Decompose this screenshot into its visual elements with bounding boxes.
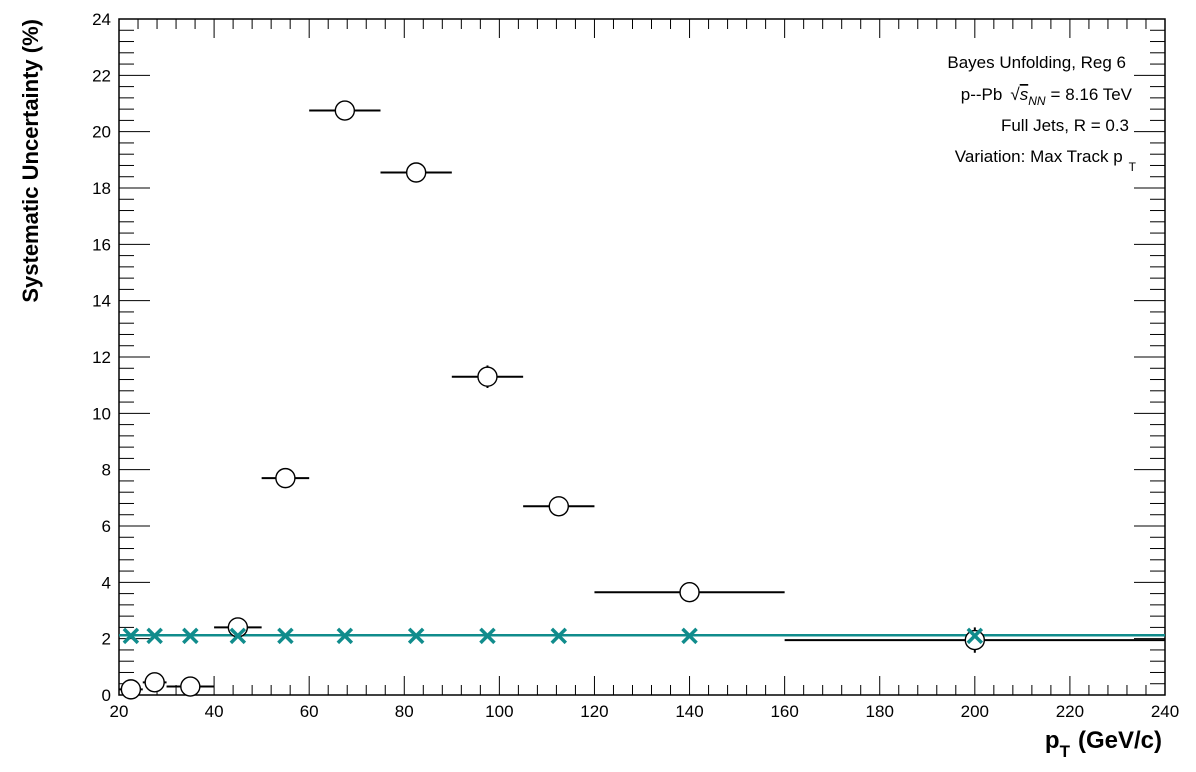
x-tick-label: 40 [205, 702, 224, 721]
data-point-x [277, 627, 294, 645]
x-marker-series [122, 627, 984, 645]
annotation-line-3: Full Jets, R = 0.3 [1001, 116, 1129, 135]
annotation-line-1: Bayes Unfolding, Reg 6 [947, 53, 1126, 72]
data-point-circle [180, 676, 201, 697]
annotation-line-4: Variation: Max Track p T [955, 147, 1137, 174]
x-axis-title-p: p [1045, 727, 1060, 754]
y-axis-title: Systematic Uncertainty (%) [18, 19, 43, 303]
data-point-circle [334, 100, 356, 121]
y-tick-label: 20 [92, 123, 111, 142]
data-point-circle [144, 672, 165, 693]
tick-labels: 20 40 60 80 100 120 140 160 180 200 220 24002468101… [92, 10, 1179, 721]
x-axis-title-unit: (GeV/c) [1078, 727, 1162, 754]
circle-series [119, 100, 1165, 700]
x-tick-label: 80 [395, 702, 414, 721]
x-tick-label: 240 [1151, 702, 1179, 721]
x-tick-label: 100 [485, 702, 513, 721]
y-tick-label: 18 [92, 179, 111, 198]
annotation-system: p--Pb [961, 85, 1003, 104]
x-tick-label: 160 [770, 702, 798, 721]
data-point-circle [405, 162, 427, 183]
data-point-circle [548, 496, 569, 517]
x-axis-title: pT (GeV/c) [1045, 727, 1162, 761]
y-tick-label: 6 [102, 517, 111, 536]
data-point-circle [120, 679, 142, 700]
y-tick-label: 24 [92, 10, 111, 29]
annotation-t: T [1129, 160, 1137, 174]
y-tick-label: 0 [102, 686, 111, 705]
data-point-x [966, 627, 984, 645]
y-tick-label: 12 [92, 348, 111, 367]
data-point-x [336, 627, 354, 645]
data-point-x [146, 627, 163, 645]
annotation-variation: Variation: Max Track p [955, 147, 1123, 166]
data-point-x [229, 627, 247, 645]
data-point-x [122, 627, 140, 645]
x-tick-label: 180 [866, 702, 894, 721]
x-tick-label: 200 [961, 702, 989, 721]
annotation-s: s [1020, 85, 1029, 104]
x-tick-label: 20 [110, 702, 129, 721]
x-tick-label: 220 [1056, 702, 1084, 721]
annotation-line-2: p--Pb √sNN = 8.16 TeV [961, 85, 1133, 108]
data-point-circle [275, 467, 296, 489]
sqrt-symbol: √ [1010, 85, 1020, 104]
y-tick-label: 22 [92, 66, 111, 85]
x-axis-title-sub: T [1060, 742, 1071, 761]
data-point-x [182, 627, 199, 645]
annotation-energy: = 8.16 TeV [1051, 85, 1133, 104]
data-point-circle [964, 629, 986, 651]
data-point-x [407, 627, 425, 645]
y-tick-label: 2 [102, 630, 111, 649]
axis-ticks [118, 18, 1166, 696]
data-point-x [479, 627, 496, 645]
annotation-nn: NN [1028, 94, 1046, 108]
y-tick-label: 14 [92, 292, 111, 311]
data-point-x [550, 627, 568, 645]
data-point-x [681, 627, 698, 645]
y-tick-label: 16 [92, 235, 111, 254]
data-point-circle [679, 581, 700, 603]
y-tick-label: 4 [102, 573, 111, 592]
y-tick-label: 10 [92, 404, 111, 423]
x-tick-label: 120 [580, 702, 608, 721]
x-tick-label: 140 [675, 702, 703, 721]
x-tick-label: 60 [300, 702, 319, 721]
data-point-circle [477, 366, 498, 387]
y-tick-label: 8 [102, 461, 111, 480]
